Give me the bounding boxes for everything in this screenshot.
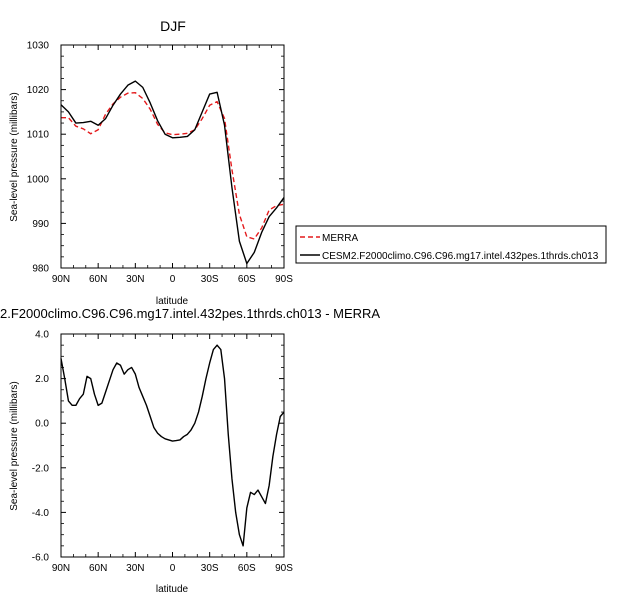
x-tick-label: 60S — [238, 274, 256, 285]
x-tick-label: 60N — [89, 563, 107, 574]
bottom-y-axis-label: Sea-level pressure (millibars) — [9, 381, 20, 510]
x-tick-label: 30S — [201, 563, 219, 574]
legend-box — [295, 225, 607, 264]
bottom-title: 2.F2000climo.C96.C96.mg17.intel.432pes.1… — [0, 306, 380, 321]
top-x-axis: 90N 60N 30N 0 30S 60S 90S — [52, 45, 293, 285]
y-tick-label: 1010 — [27, 130, 50, 141]
x-tick-label: 90S — [275, 563, 293, 574]
bottom-x-axis-label: latitude — [156, 584, 189, 595]
top-title: DJF — [160, 18, 186, 34]
top-series-layer — [60, 80, 285, 265]
x-tick-label: 30N — [126, 563, 144, 574]
y-tick-label: -4.0 — [32, 508, 50, 519]
bottom-y-axis: -6.0 -4.0 -2.0 0.0 2.0 4.0 — [32, 330, 284, 564]
x-tick-label: 0 — [170, 274, 176, 285]
bottom-panel: 2.F2000climo.C96.C96.mg17.intel.432pes.1… — [0, 306, 380, 595]
y-tick-label: 1020 — [27, 85, 50, 96]
y-tick-label: 2.0 — [35, 374, 49, 385]
y-tick-label: -6.0 — [32, 553, 50, 564]
top-y-axis-label: Sea-level pressure (millibars) — [9, 92, 20, 221]
x-tick-label: 30S — [201, 274, 219, 285]
bottom-x-axis: 90N 60N 30N 0 30S 60S 90S — [52, 334, 293, 574]
series-line-cesm2 — [60, 80, 285, 265]
x-tick-label: 30N — [126, 274, 144, 285]
bottom-plot-frame — [60, 333, 285, 558]
y-tick-label: 990 — [32, 219, 49, 230]
y-tick-label: 0.0 — [35, 419, 49, 430]
series-line-merra — [61, 92, 285, 240]
legend-label-merra: MERRA — [322, 233, 358, 244]
top-y-axis: 980 990 1000 1010 1020 1030 — [27, 41, 284, 275]
x-tick-label: 60S — [238, 563, 256, 574]
top-x-axis-label: latitude — [156, 296, 189, 307]
y-tick-label: 980 — [32, 264, 49, 275]
x-tick-label: 0 — [170, 563, 176, 574]
y-tick-label: -2.0 — [32, 463, 50, 474]
x-tick-label: 90N — [52, 563, 70, 574]
top-plot-frame — [60, 44, 285, 269]
legend: MERRA CESM2.F2000climo.C96.C96.mg17.inte… — [295, 225, 607, 264]
series-line-difference — [60, 344, 285, 547]
y-tick-label: 1030 — [27, 41, 50, 52]
top-panel: DJF 980 990 1000 1010 1020 1030 90N 60N 30N 0 30S… — [9, 18, 293, 307]
bottom-series-layer — [60, 344, 285, 547]
y-tick-label: 1000 — [27, 174, 50, 185]
x-tick-label: 60N — [89, 274, 107, 285]
x-tick-label: 90S — [275, 274, 293, 285]
y-tick-label: 4.0 — [35, 330, 49, 341]
x-tick-label: 90N — [52, 274, 70, 285]
legend-label-cesm: CESM2.F2000climo.C96.C96.mg17.intel.432p… — [322, 251, 599, 262]
